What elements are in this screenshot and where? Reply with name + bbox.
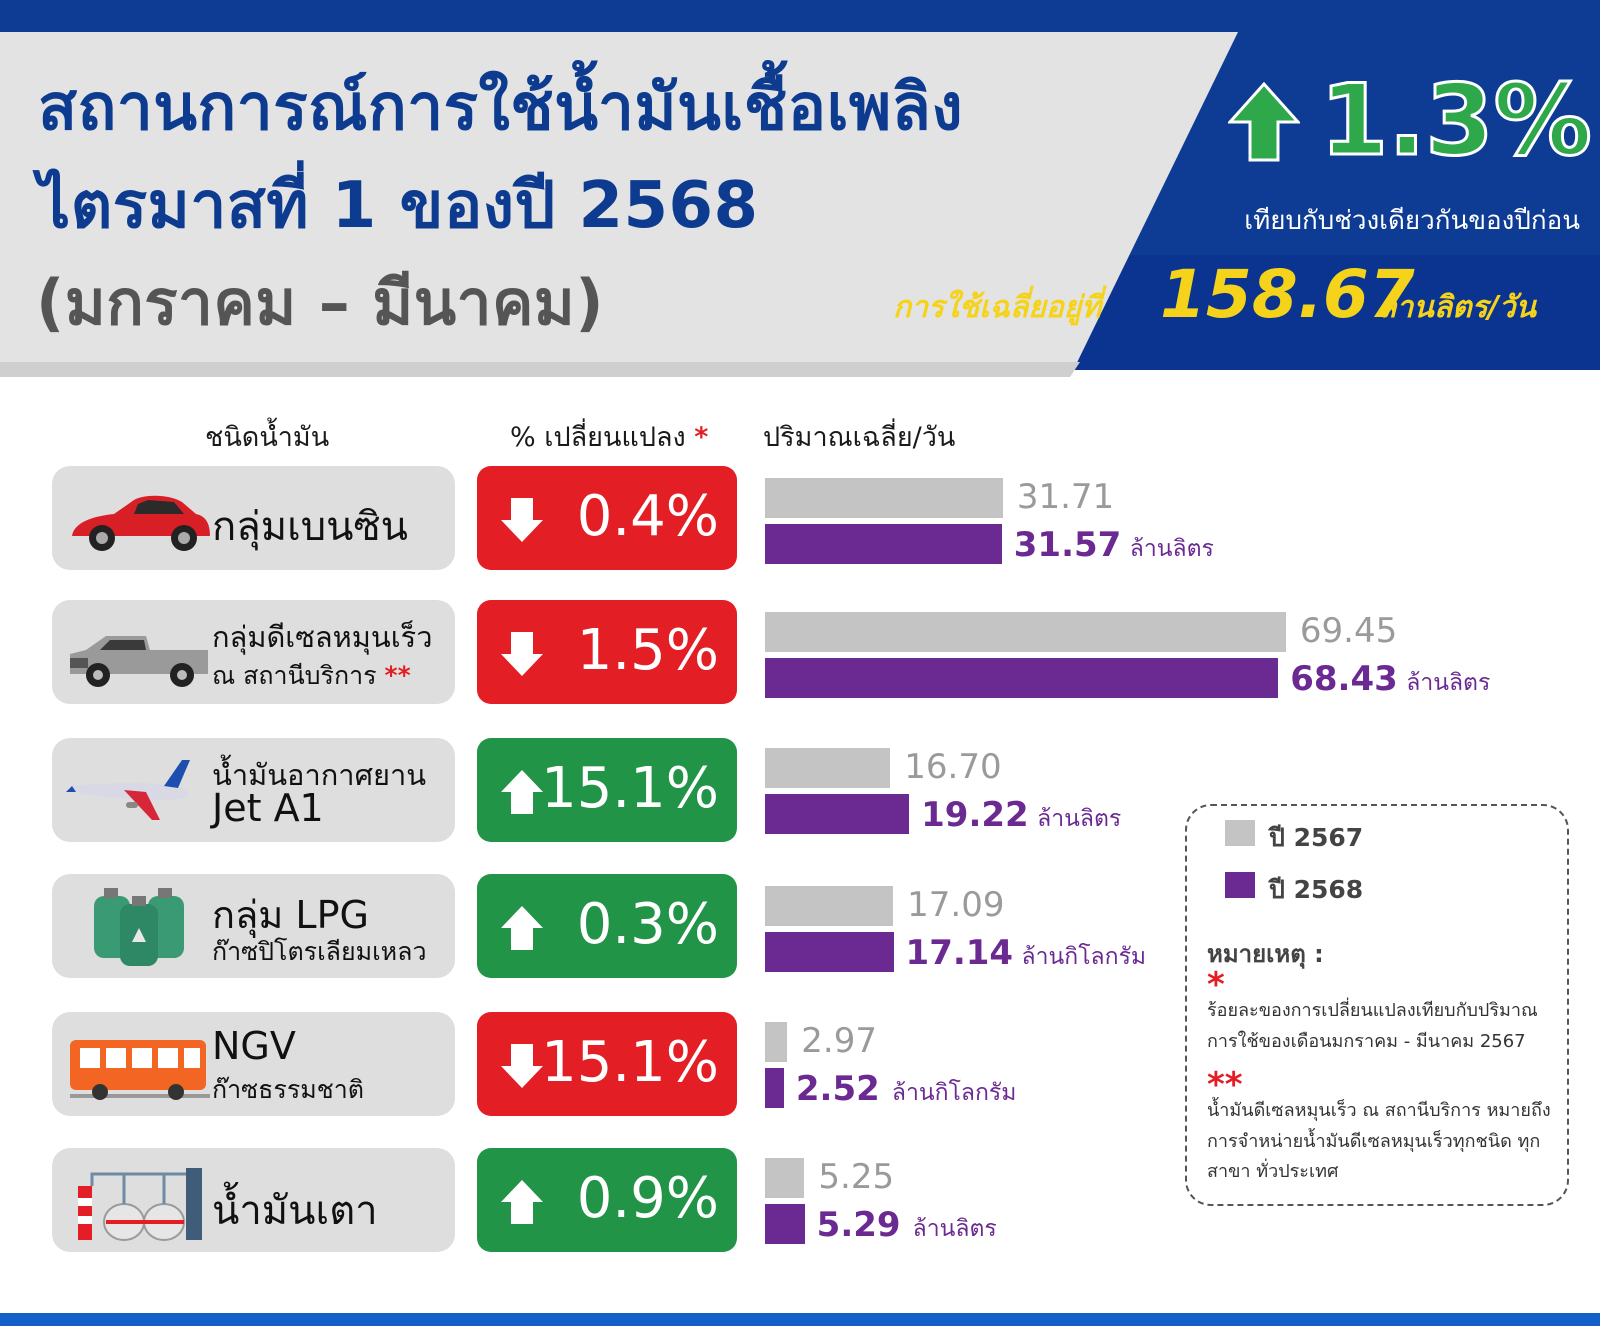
bar-label-prev-year: 69.45 [1299,611,1398,651]
up-arrow-icon [501,1180,543,1224]
change-value: 0.9% [576,1166,719,1231]
bar-curr-year [765,932,894,972]
bar-label-curr-year: 31.57 [1013,525,1122,565]
bar-label-curr-year: 17.14 [905,933,1014,973]
average-prefix: การใช้เฉลี่ยอยู่ที่ [893,290,1102,325]
column-header-type: ชนิดน้ำมัน [205,422,330,453]
headline-change-value: 1.3% [1319,64,1594,178]
fuel-type-fuel-oil: น้ำมันเตา [52,1148,455,1252]
legend-notes-box: ปี 2567 ปี 2568 หมายเหตุ : * ร้อยละของกา… [1185,804,1569,1206]
car-icon [72,495,210,551]
header-title-panel [0,32,1238,377]
bar-label-prev-year: 16.70 [904,747,1002,787]
bus-icon [70,1040,210,1100]
bar-label-curr-year: 68.43 [1290,659,1398,699]
change-badge-ngv: 15.1% [477,1012,737,1116]
legend-swatch-curr [1225,872,1255,898]
pickup-truck-icon [70,636,208,687]
change-value: 0.3% [576,892,719,957]
change-value: 1.5% [576,618,719,683]
down-arrow-icon [501,498,543,542]
bar-unit-label: ล้านกิโลกรัม [891,1080,1017,1106]
bar-label-prev-year: 17.09 [907,885,1005,925]
bar-unit-label: ล้านลิตร [1037,806,1122,832]
fuel-type-diesel: กลุ่มดีเซลหมุนเร็ว ณ สถานีบริการ ** [52,600,455,704]
note-2-text: น้ำมันดีเซลหมุนเร็ว ณ สถานีบริการ หมายถึ… [1207,1100,1551,1183]
bar-unit-label: ล้านลิตร [912,1216,997,1242]
fuel-type-name: กลุ่ม LPG [212,893,369,937]
legend-label-prev: ปี 2567 [1269,823,1364,852]
bar-unit-label: ล้านกิโลกรัม [1021,944,1147,970]
legend-swatch-prev [1225,820,1255,846]
average-value: 158.67 [1160,256,1415,333]
bar-curr-year [765,794,910,834]
column-header-volume: ปริมาณเฉลี่ย/วัน [763,422,956,453]
up-arrow-icon [1228,82,1300,162]
fuel-type-name: น้ำมันอากาศยาน [212,758,427,792]
footnote-marker: ** [384,661,411,690]
bar-prev-year [765,612,1286,652]
bar-prev-year [765,1022,788,1062]
fuel-type-name: น้ำมันเตา [212,1188,378,1234]
fuel-type-name: กลุ่มเบนซิน [212,504,408,550]
change-badge-benzine: 0.4% [477,466,737,570]
bar-curr-year [765,658,1279,698]
average-unit: ล้านลิตร/วัน [1378,290,1537,325]
fuel-type-subtitle: ณ สถานีบริการ ** [212,656,411,696]
bar-label-curr-year: 2.52 [795,1069,880,1109]
change-badge-lpg: 0.3% [477,874,737,978]
fuel-type-subtitle-text: ณ สถานีบริการ [212,661,377,690]
factory-icon [78,1168,202,1241]
bar-label-curr-year: 5.29 [816,1205,901,1245]
fuel-type-benzine: กลุ่มเบนซิน [52,466,455,570]
note-2-marker: ** [1207,1065,1243,1105]
bar-label-prev-year: 2.97 [801,1021,877,1061]
fuel-type-ngv: NGV ก๊าซธรรมชาติ [52,1012,455,1116]
footer-bar [0,1313,1600,1326]
bar-curr-year [765,524,1002,564]
footnote-marker: * [694,422,709,453]
up-arrow-icon [501,906,543,950]
page-title-line-1: สถานการณ์การใช้น้ำมันเชื้อเพลิง [38,71,964,145]
bar-prev-year [765,886,894,926]
bar-label-prev-year: 31.71 [1016,477,1115,517]
airplane-icon [66,760,190,820]
column-header-change: % เปลี่ยนแปลง * [510,415,708,458]
gas-cylinder-icon [94,888,184,966]
bar-unit-label: ล้านลิตร [1129,536,1214,562]
change-value: 15.1% [541,1030,719,1095]
bar-prev-year [765,478,1003,518]
change-value: 0.4% [576,484,719,549]
bar-curr-year [765,1204,805,1244]
headline-compare-text: เทียบกับช่วงเดียวกันของปีก่อน [1244,206,1580,236]
fuel-type-name: กลุ่มดีเซลหมุนเร็ว [212,620,433,654]
up-arrow-icon [501,770,543,814]
change-value: 15.1% [541,756,719,821]
notes-title: หมายเหตุ : [1207,940,1324,968]
fuel-type-name: NGV [212,1024,296,1068]
bar-label-prev-year: 5.25 [818,1157,895,1197]
note-1-text: ร้อยละของการเปลี่ยนแปลงเทียบกับปริมาณการ… [1207,1000,1538,1052]
page-title-period: (มกราคม – มีนาคม) [36,266,605,339]
bar-prev-year [765,1158,805,1198]
fuel-type-jet-a1: น้ำมันอากาศยาน Jet A1 [52,738,455,842]
bar-prev-year [765,748,891,788]
legend-label-curr: ปี 2568 [1269,875,1364,904]
change-badge-fuel-oil: 0.9% [477,1148,737,1252]
bar-unit-label: ล้านลิตร [1406,670,1491,696]
column-header-change-label: % เปลี่ยนแปลง [510,422,686,453]
down-arrow-icon [501,1044,543,1088]
page-title-line-2: ไตรมาสที่ 1 ของปี 2568 [38,169,759,243]
down-arrow-icon [501,632,543,676]
change-badge-jet-a1: 15.1% [477,738,737,842]
bar-curr-year [765,1068,784,1108]
fuel-type-subtitle: ก๊าซธรรมชาติ [212,1075,364,1104]
bar-label-curr-year: 19.22 [921,795,1029,835]
fuel-type-lpg: กลุ่ม LPG ก๊าซปิโตรเลียมเหลว [52,874,455,978]
fuel-type-subtitle: Jet A1 [212,786,324,830]
note-1-marker: * [1207,965,1225,1005]
change-badge-diesel: 1.5% [477,600,737,704]
fuel-type-subtitle: ก๊าซปิโตรเลียมเหลว [212,937,427,966]
